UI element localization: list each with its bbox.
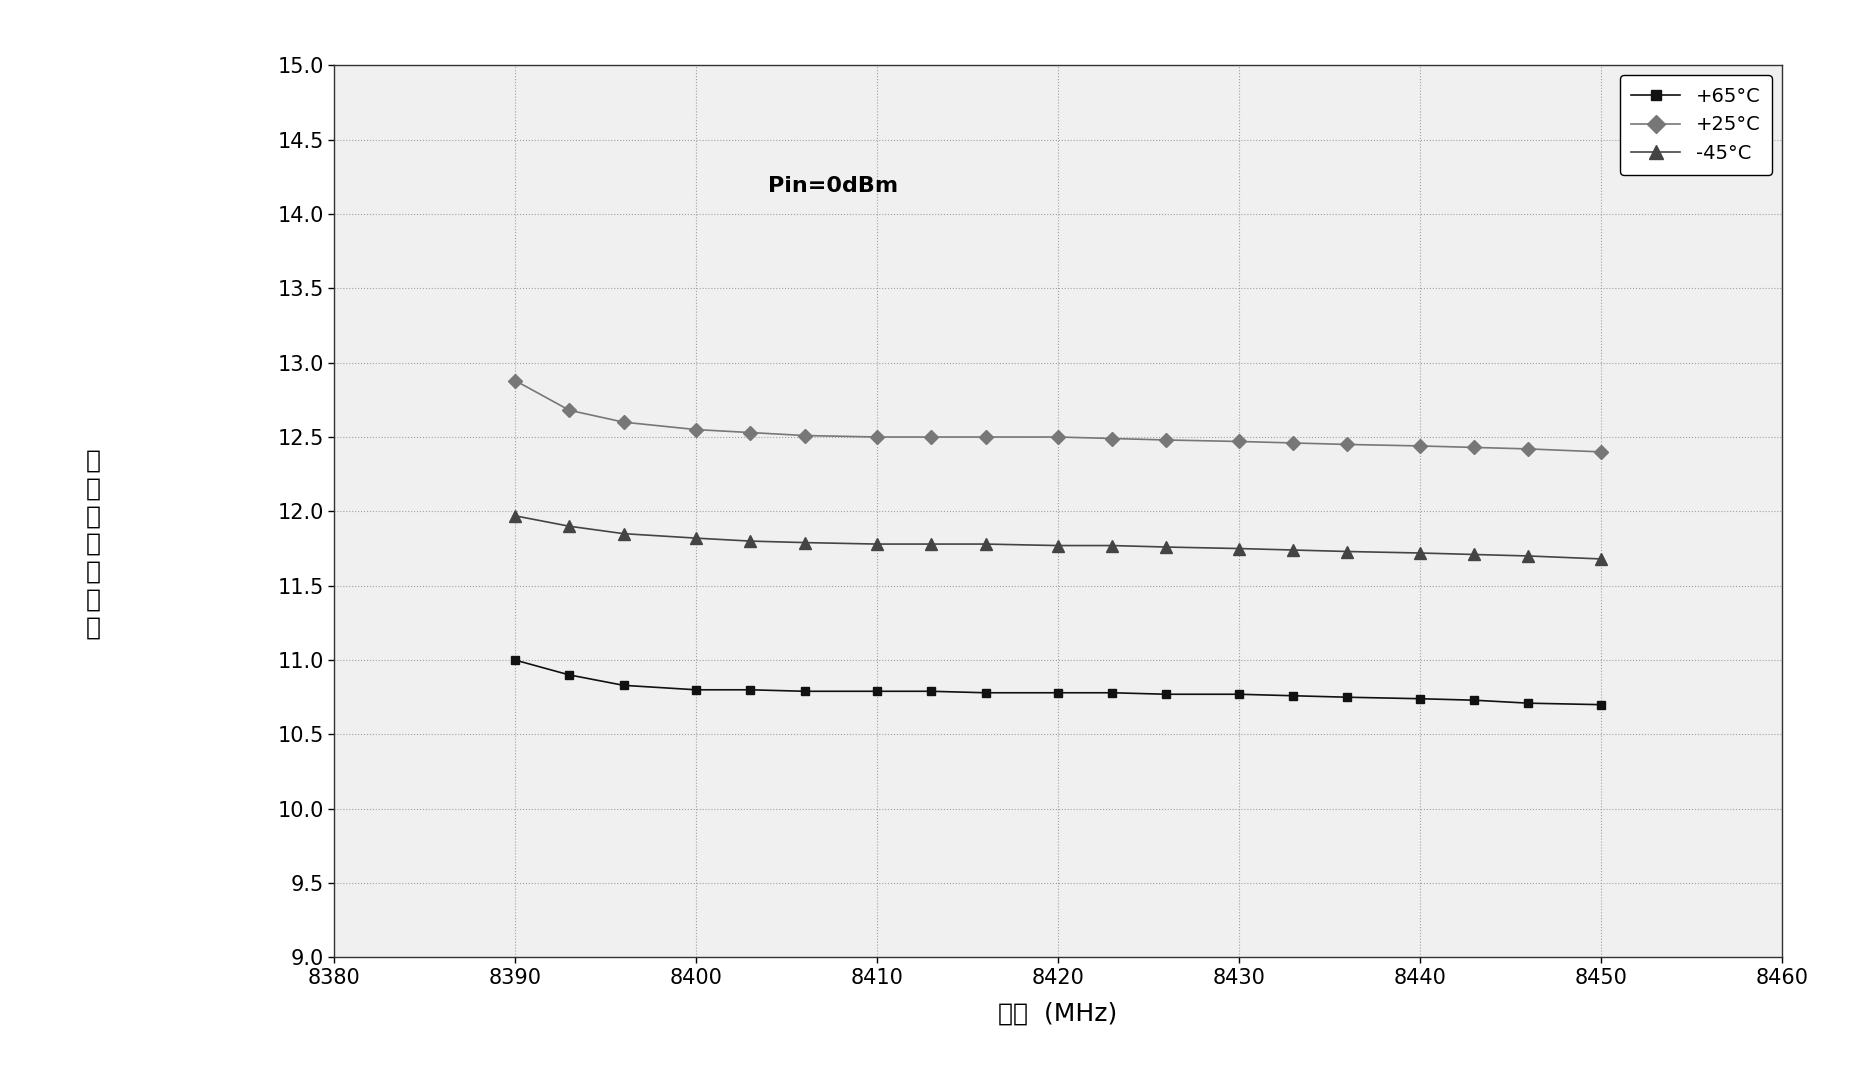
+25°C <box>684 423 707 436</box>
+65°C <box>920 684 942 697</box>
+25°C <box>920 431 942 444</box>
+65°C <box>738 683 761 696</box>
-45°C <box>1516 549 1538 562</box>
-45°C <box>684 532 707 545</box>
-45°C <box>1590 553 1612 566</box>
-45°C <box>1462 548 1484 561</box>
+25°C <box>794 429 816 442</box>
+25°C <box>1282 436 1304 449</box>
+25°C <box>1408 440 1430 453</box>
+65°C <box>866 684 889 697</box>
+65°C <box>505 654 527 667</box>
+65°C <box>1046 687 1068 700</box>
+25°C <box>612 416 634 429</box>
-45°C <box>1100 539 1122 552</box>
+25°C <box>974 431 996 444</box>
X-axis label: 频率  (MHz): 频率 (MHz) <box>998 1002 1117 1026</box>
+25°C <box>1156 433 1178 446</box>
+25°C <box>1336 438 1358 452</box>
+65°C <box>1462 694 1484 707</box>
+25°C <box>866 431 889 444</box>
+25°C <box>1462 441 1484 454</box>
+65°C <box>684 683 707 696</box>
+25°C <box>1100 432 1122 445</box>
+25°C <box>1228 435 1250 448</box>
Line: -45°C: -45°C <box>510 510 1605 565</box>
+65°C <box>1590 698 1612 712</box>
+65°C <box>974 687 996 700</box>
+25°C <box>558 404 581 417</box>
Text: 输
出
功
率
（
瓦
）: 输 出 功 率 （ 瓦 ） <box>85 448 100 640</box>
+65°C <box>1100 687 1122 700</box>
Text: Pin=0dBm: Pin=0dBm <box>768 175 898 196</box>
-45°C <box>738 534 761 547</box>
-45°C <box>1156 541 1178 554</box>
+25°C <box>1590 445 1612 458</box>
-45°C <box>794 536 816 549</box>
-45°C <box>1336 545 1358 558</box>
-45°C <box>558 520 581 533</box>
-45°C <box>920 537 942 551</box>
-45°C <box>1228 542 1250 555</box>
-45°C <box>1046 539 1068 552</box>
+65°C <box>1228 688 1250 701</box>
Line: +65°C: +65°C <box>510 656 1605 708</box>
+25°C <box>505 374 527 387</box>
+25°C <box>738 426 761 440</box>
+65°C <box>794 684 816 697</box>
+65°C <box>558 668 581 681</box>
+65°C <box>1282 689 1304 702</box>
-45°C <box>505 509 527 522</box>
-45°C <box>612 528 634 541</box>
+65°C <box>612 679 634 692</box>
+25°C <box>1516 443 1538 456</box>
Line: +25°C: +25°C <box>510 375 1605 457</box>
Legend: +65°C, +25°C, -45°C: +65°C, +25°C, -45°C <box>1619 75 1772 175</box>
+25°C <box>1046 431 1068 444</box>
-45°C <box>866 537 889 551</box>
-45°C <box>1408 546 1430 559</box>
-45°C <box>1282 544 1304 557</box>
+65°C <box>1336 691 1358 704</box>
+65°C <box>1408 692 1430 705</box>
+65°C <box>1516 696 1538 709</box>
-45°C <box>974 537 996 551</box>
+65°C <box>1156 688 1178 701</box>
